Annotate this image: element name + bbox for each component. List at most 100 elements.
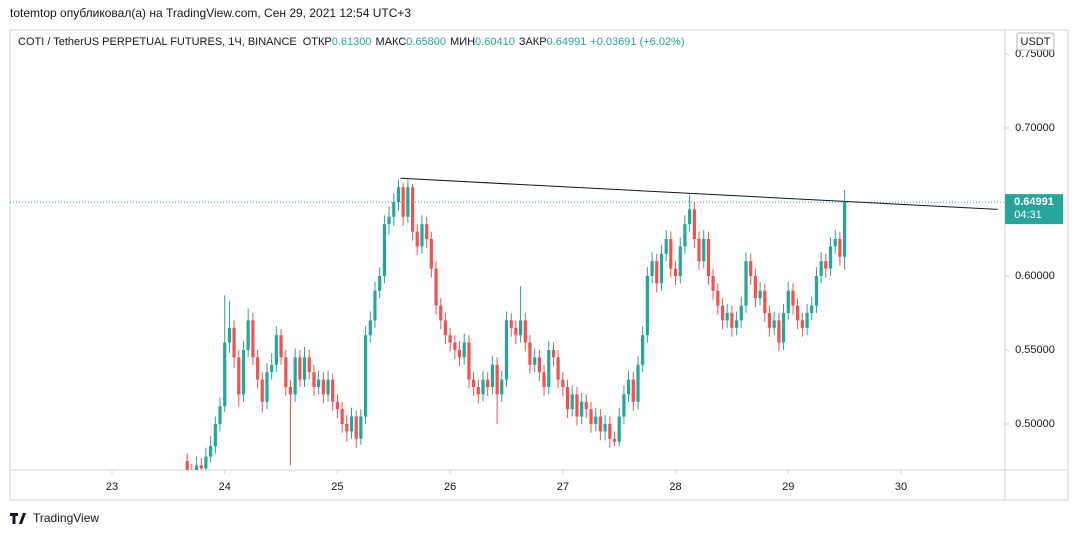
candle-body xyxy=(556,357,560,380)
candle-body xyxy=(697,238,701,262)
candle-body xyxy=(735,320,739,328)
candle-body xyxy=(345,423,349,432)
candle-body xyxy=(335,401,340,410)
candle-body xyxy=(523,320,527,343)
candle-body xyxy=(223,342,227,407)
candle-body xyxy=(533,357,537,365)
candle-body xyxy=(392,201,396,217)
candle-body xyxy=(406,187,410,217)
legend-value: 0.61300 xyxy=(332,36,372,48)
candle-body xyxy=(584,401,588,410)
candle-body xyxy=(509,320,513,328)
x-tick-label: 29 xyxy=(782,481,794,493)
legend-label: ЗАКР xyxy=(519,36,547,48)
candle-body xyxy=(791,290,795,306)
candle-body xyxy=(749,261,753,276)
candle-body xyxy=(819,261,823,276)
countdown: 04:31 xyxy=(1014,209,1042,221)
candle-body xyxy=(443,320,447,336)
candle-body xyxy=(551,349,556,358)
legend-value: 0.60410 xyxy=(475,36,515,48)
candle-body xyxy=(598,416,602,432)
x-tick-label: 23 xyxy=(106,481,118,493)
candle-body xyxy=(420,224,424,247)
legend: COTI / TetherUS PERPETUAL FUTURES, 1Ч, B… xyxy=(18,36,685,48)
candle-body xyxy=(237,357,241,395)
y-tick-label: 0.75000 xyxy=(1015,48,1055,60)
candle-body xyxy=(814,275,819,306)
candle-body xyxy=(716,290,720,306)
candle-body xyxy=(673,268,678,276)
candle-body xyxy=(486,379,490,387)
candle-body xyxy=(688,209,692,225)
candle-body xyxy=(429,238,433,269)
candle-body xyxy=(387,216,391,225)
candle-body xyxy=(786,290,790,313)
candle-body xyxy=(758,290,762,299)
candle-body xyxy=(265,372,269,402)
candle-body xyxy=(307,357,311,373)
candle-body xyxy=(232,327,236,358)
candle-body xyxy=(382,224,387,276)
chart-frame xyxy=(9,29,1069,501)
candle-body xyxy=(359,416,363,439)
candle-body xyxy=(828,246,833,269)
legend-change: +0.03691 (+6.02%) xyxy=(590,36,684,48)
candle-body xyxy=(373,290,377,321)
axes: 0.50000 0.55000 0.60000 0.70000 0.75000 23 24 2… xyxy=(106,48,1063,493)
x-tick-label: 28 xyxy=(669,481,681,493)
candle-body xyxy=(415,231,419,247)
candle-body xyxy=(692,209,696,239)
candle-body xyxy=(518,320,523,336)
candle-body xyxy=(664,238,668,254)
last-price-label: 0.64991 xyxy=(1014,196,1054,208)
legend-label: МАКС xyxy=(376,36,407,48)
candle-body xyxy=(321,379,325,395)
candle-body xyxy=(542,372,546,387)
legend-label: ОТКР xyxy=(303,36,332,48)
candle-body xyxy=(706,238,711,276)
candle-body xyxy=(354,416,358,439)
currency-box[interactable] xyxy=(1016,32,1055,51)
candle-body xyxy=(537,357,541,373)
candle-body xyxy=(476,386,480,395)
candle-body xyxy=(340,409,344,424)
candle-body xyxy=(641,335,645,365)
candle-body xyxy=(669,238,673,269)
candle-body xyxy=(298,357,302,380)
y-tick-label: 0.50000 xyxy=(1015,418,1055,430)
x-tick-label: 25 xyxy=(331,481,343,493)
candle-body xyxy=(218,406,222,424)
candle-body xyxy=(655,261,659,284)
candle-body xyxy=(274,335,278,365)
candle-body xyxy=(448,335,452,343)
candle-body xyxy=(838,238,842,257)
candle-body xyxy=(434,268,438,306)
candle-body xyxy=(514,327,518,336)
candle-body xyxy=(594,416,598,424)
last-price-box xyxy=(1005,194,1063,225)
candle-body xyxy=(270,364,274,373)
candle-body xyxy=(612,438,617,442)
candle-body xyxy=(378,275,382,291)
candle-body xyxy=(279,335,283,358)
candle-body xyxy=(481,379,485,395)
candle-body xyxy=(547,349,551,387)
candle-body xyxy=(462,342,466,358)
x-tick-label: 24 xyxy=(219,481,231,493)
candle-body xyxy=(256,357,260,380)
currency[interactable]: USDT xyxy=(1021,36,1051,48)
candle-body xyxy=(702,238,706,262)
candle-body xyxy=(781,312,786,343)
candle-body xyxy=(739,305,743,321)
candle-body xyxy=(227,327,232,343)
candle-body xyxy=(288,386,293,395)
brand: TradingView xyxy=(33,511,99,525)
x-tick-label: 30 xyxy=(895,481,907,493)
candle-body xyxy=(561,379,565,387)
candle-body xyxy=(645,275,649,336)
candle-body xyxy=(570,394,574,410)
candle-body xyxy=(251,320,255,358)
